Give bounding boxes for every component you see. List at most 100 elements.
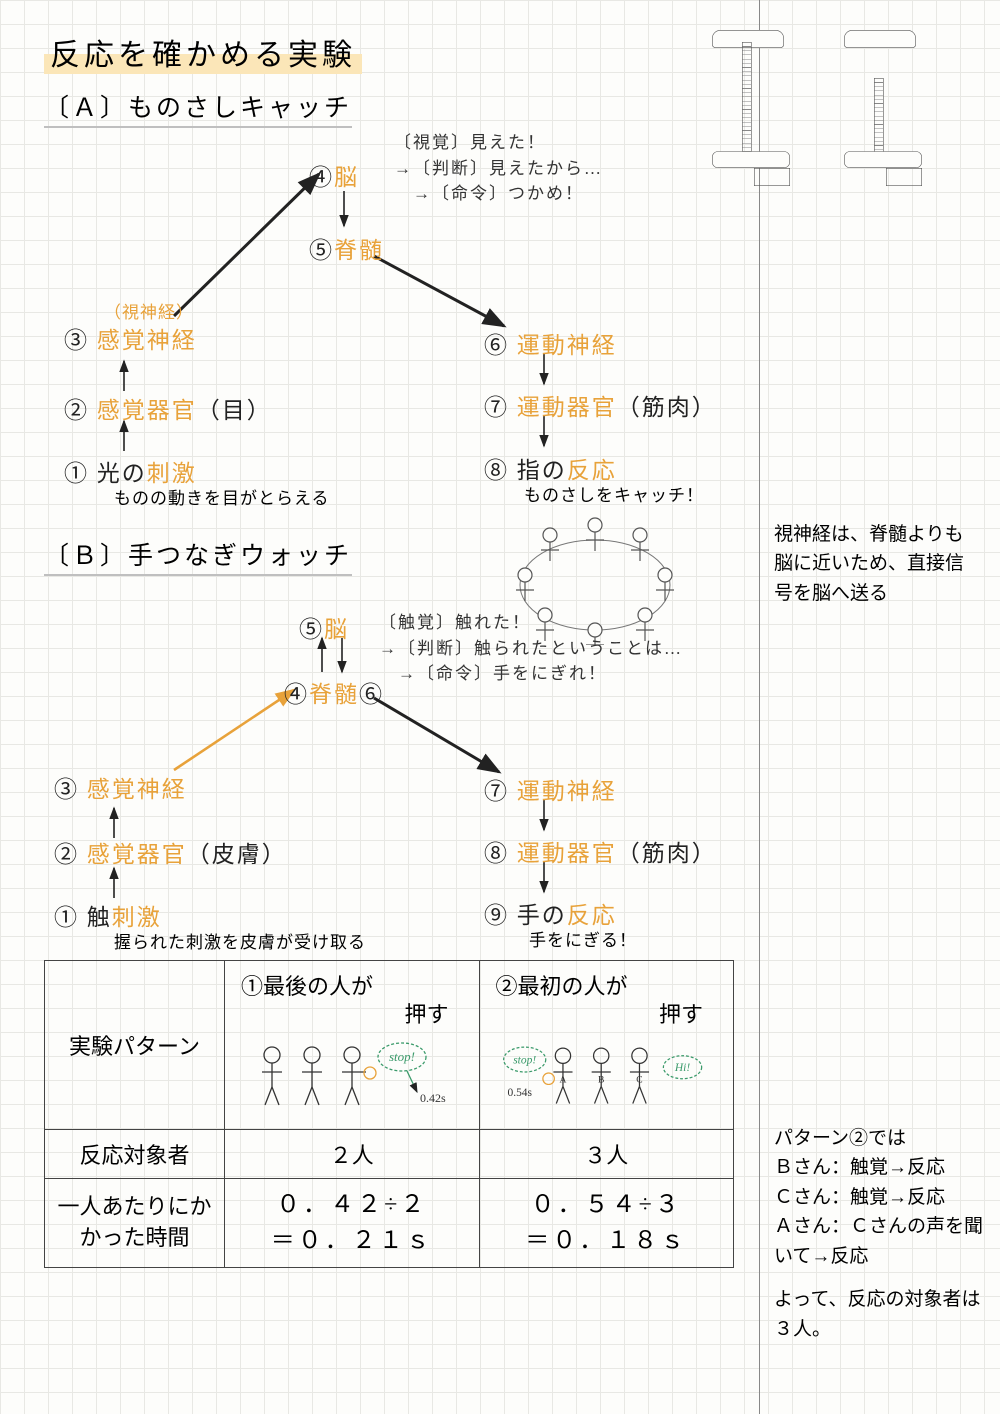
b-n1-o: 刺激 <box>112 905 162 930</box>
svg-text:stop!: stop! <box>389 1049 415 1064</box>
th-time: 一人あたりにかかった時間 <box>45 1179 225 1268</box>
a-node-5: ⑤脊髄 <box>309 231 384 265</box>
c2-calc: ０．５４÷３＝０．１８ｓ <box>479 1179 734 1268</box>
page: 反応を確かめる実験 〔Ａ〕ものさしキャッチ <box>0 0 1000 1414</box>
th-pattern: 実験パターン <box>45 961 225 1130</box>
b-n1-sub: 握られた刺激を皮膚が受け取る <box>114 928 366 953</box>
svg-text:C: C <box>637 1075 643 1086</box>
section-a-label: 〔Ａ〕ものさしキャッチ <box>44 88 352 128</box>
diagram-a: 〔視覚〕見えた！ →〔判断〕見えたから… →〔命令〕つかめ！ ④脳 ⑤脊髄 （視… <box>44 136 741 506</box>
svg-text:stop!: stop! <box>513 1054 536 1066</box>
side-note-1: 視神経は、脊髄よりも脳に近いため、直接信号を脳へ送る <box>774 520 982 608</box>
b-n2-b: （皮膚） <box>187 842 287 867</box>
b-n9-b: 手の <box>517 903 567 928</box>
c2-num: ② <box>496 974 518 999</box>
a-caption: 〔視覚〕見えた！ →〔判断〕見えたから… →〔命令〕つかめ！ <box>394 130 603 207</box>
c1-illus: stop! 0.42s <box>235 1029 469 1121</box>
ruler-illus-1 <box>694 30 788 186</box>
c2-calc1: ０．５４÷３ <box>490 1187 724 1223</box>
c1-target: ２人 <box>225 1130 480 1179</box>
a-n1-num: ① <box>64 461 89 486</box>
a-n1-sub: ものの動きを目がとらえる <box>114 484 330 509</box>
b-node-4: ④脊髄⑥ <box>284 675 384 709</box>
b-n2-num: ② <box>54 842 79 867</box>
a-n5-num: ⑤ <box>309 238 334 263</box>
c1-calc2: ＝０．２１ｓ <box>235 1223 469 1259</box>
b-n2-o: 感覚器官 <box>87 842 187 867</box>
b-n3-num: ③ <box>54 777 79 802</box>
a-node-6: ⑥ 運動神経 <box>484 326 617 360</box>
c2-illus: A B C stop! Hi! 0.54s <box>490 1029 724 1121</box>
section-b-label: 〔Ｂ〕手つなぎウォッチ <box>44 536 352 576</box>
svg-text:A: A <box>560 1075 567 1086</box>
a-node-8: ⑧ 指の反応 <box>484 451 617 485</box>
a-cap-l1: 〔視覚〕見えた！ <box>394 130 603 156</box>
c1-head: 最後の人が <box>263 974 373 999</box>
a-n8-o: 反応 <box>567 458 617 483</box>
b-n8-o: 運動器官 <box>517 841 617 866</box>
page-title: 反応を確かめる実験 <box>44 30 741 74</box>
sn2-l3: Ｃさん：触覚→反応 <box>774 1183 986 1212</box>
a-n2-num: ② <box>64 398 89 423</box>
b-n7-o: 運動神経 <box>517 779 617 804</box>
b-n9-num: ⑨ <box>484 903 509 928</box>
diagram-b: 〔触覚〕触れた！ →〔判断〕触られたということは… →〔命令〕手をにぎれ！ ⑤脳… <box>44 580 741 950</box>
svg-text:B: B <box>598 1075 604 1086</box>
a-n7-num: ⑦ <box>484 395 509 420</box>
a-n2-b: （目） <box>197 398 272 423</box>
a-n4-o: 脳 <box>334 165 359 190</box>
a-node-4: ④脳 <box>309 158 359 192</box>
a-n3-num: ③ <box>64 328 89 353</box>
sn2-l4: Ａさん：Ｃさんの声を聞いて→反応 <box>774 1212 986 1271</box>
b-cap-l1: 〔触覚〕触れた！ <box>379 610 683 636</box>
ruler-illus-row <box>774 30 982 290</box>
experiment-table: 実験パターン ①最後の人が 押す <box>44 960 734 1268</box>
a-node-2: ② 感覚器官（目） <box>64 391 272 425</box>
b-node-2: ② 感覚器官（皮膚） <box>54 835 287 869</box>
a-n5-o: 脊髄 <box>334 238 384 263</box>
c1-calc: ０．４２÷２＝０．２１ｓ <box>225 1179 480 1268</box>
th-target: 反応対象者 <box>45 1130 225 1179</box>
b-n9-o: 反応 <box>567 903 617 928</box>
cell-c1-head: ①最後の人が 押す stop! <box>225 961 480 1130</box>
sn2-l1: パターン②では <box>774 1124 986 1153</box>
a-node-1: ① 光の刺激 <box>64 454 197 488</box>
title-text: 反応を確かめる実験 <box>44 30 362 74</box>
b-n5-num: ⑤ <box>299 617 324 642</box>
a-n2-o: 感覚器官 <box>97 398 197 423</box>
a-n1-o: 刺激 <box>147 461 197 486</box>
c1-calc1: ０．４２÷２ <box>235 1187 469 1223</box>
b-node-1: ① 触刺激 <box>54 898 162 932</box>
a-n8-num: ⑧ <box>484 458 509 483</box>
side-note-2: パターン②では Ｂさん：触覚→反応 Ｃさん：触覚→反応 Ａさん：Ｃさんの声を聞い… <box>774 1124 986 1344</box>
a-cap-l2: →〔判断〕見えたから… <box>394 156 603 182</box>
a-cap-l3: →〔命令〕つかめ！ <box>394 181 603 207</box>
sn2-l2: Ｂさん：触覚→反応 <box>774 1153 986 1182</box>
c1-num: ① <box>241 974 263 999</box>
b-n8-b: （筋肉） <box>617 841 717 866</box>
b-n6-num: ⑥ <box>359 682 384 707</box>
c2-head: 最初の人が <box>518 974 628 999</box>
b-n4-o: 脊髄 <box>309 682 359 707</box>
svg-text:0.42s: 0.42s <box>420 1091 446 1105</box>
main-column: 反応を確かめる実験 〔Ａ〕ものさしキャッチ <box>0 0 760 1414</box>
b-node-8: ⑧ 運動器官（筋肉） <box>484 834 717 868</box>
b-node-9: ⑨ 手の反応 <box>484 896 617 930</box>
a-node-7: ⑦ 運動器官（筋肉） <box>484 388 717 422</box>
a-n8-b: 指の <box>517 458 567 483</box>
cell-c2-head: ②最初の人が 押す A B C stop! <box>479 961 734 1130</box>
b-cap-l2: →〔判断〕触られたということは… <box>379 636 683 662</box>
a-n6-o: 運動神経 <box>517 333 617 358</box>
c2-calc2: ＝０．１８ｓ <box>490 1223 724 1259</box>
a-n7-b: （筋肉） <box>617 395 717 420</box>
b-n9-sub: 手をにぎる！ <box>529 926 637 951</box>
b-n4-num: ④ <box>284 682 309 707</box>
b-caption: 〔触覚〕触れた！ →〔判断〕触られたということは… →〔命令〕手をにぎれ！ <box>379 610 683 687</box>
c2-target: ３人 <box>479 1130 734 1179</box>
b-n5-o: 脳 <box>324 617 349 642</box>
c1-head2: 押す <box>235 997 469 1029</box>
a-n4-num: ④ <box>309 165 334 190</box>
b-n8-num: ⑧ <box>484 841 509 866</box>
a-left-note: （視神経） <box>104 298 194 323</box>
b-n3-o: 感覚神経 <box>87 777 187 802</box>
